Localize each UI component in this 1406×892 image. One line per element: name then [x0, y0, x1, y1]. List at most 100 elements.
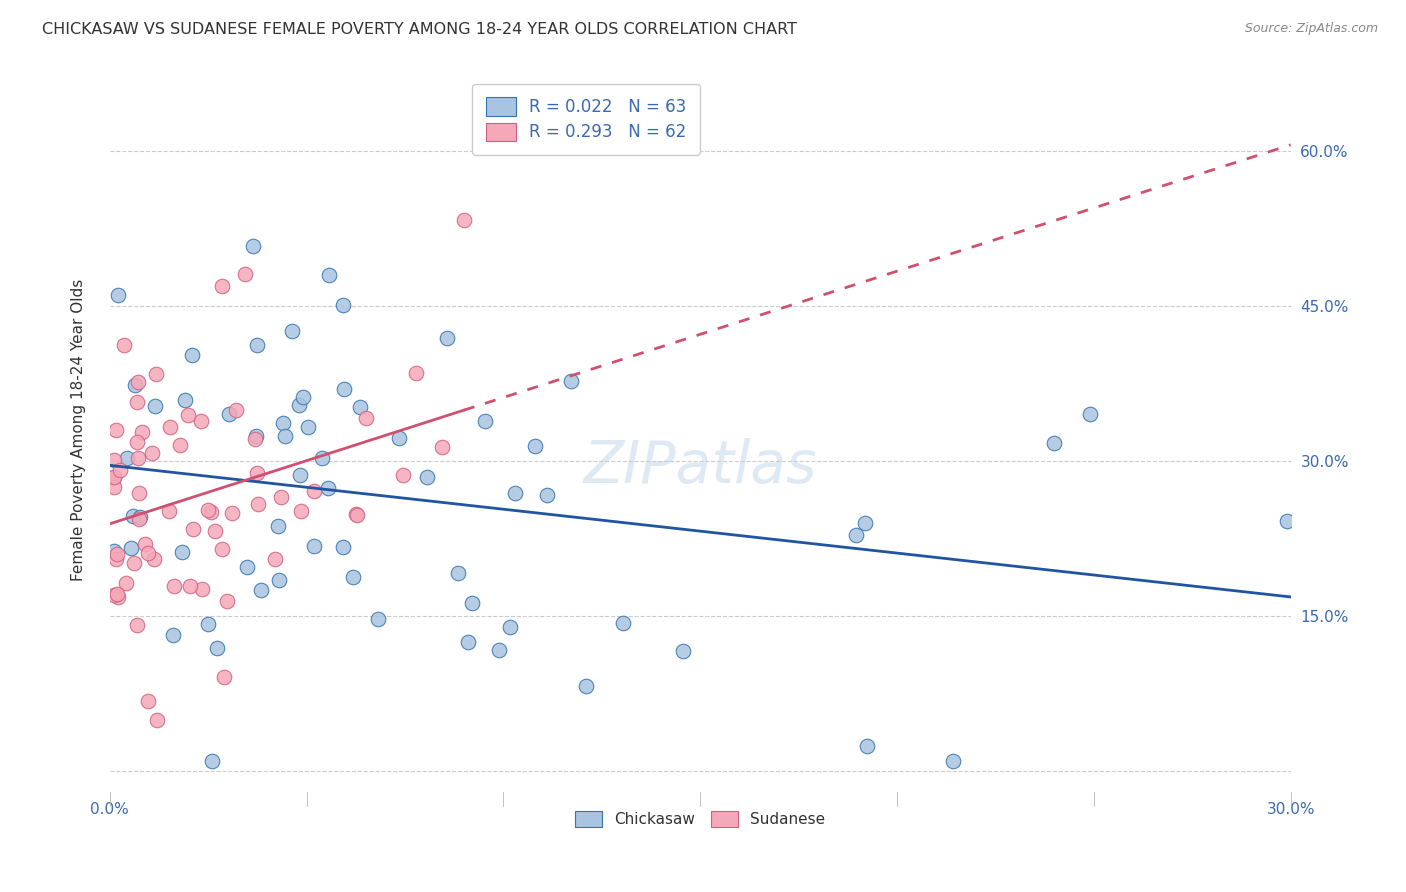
Point: [190, 414, 212, 428]
Point: [246, 467, 269, 481]
Point: [124, 377, 146, 392]
Point: [141, 446, 163, 460]
Point: [159, 420, 181, 434]
Point: [103, 480, 125, 494]
Point: [174, 393, 197, 408]
Point: [103, 452, 125, 467]
Point: [181, 522, 204, 536]
Point: [143, 400, 166, 414]
Point: [274, 429, 297, 443]
Point: [266, 519, 288, 533]
Point: [218, 407, 240, 421]
Point: [197, 616, 219, 631]
Point: [344, 508, 367, 522]
Point: [250, 582, 273, 597]
Point: [942, 754, 965, 768]
Point: [332, 540, 354, 554]
Point: [246, 497, 269, 511]
Point: [263, 552, 285, 566]
Point: [311, 450, 333, 465]
Point: [233, 268, 256, 282]
Point: [845, 527, 868, 541]
Text: CHICKASAW VS SUDANESE FEMALE POVERTY AMONG 18-24 YEAR OLDS CORRELATION CHART: CHICKASAW VS SUDANESE FEMALE POVERTY AMO…: [42, 22, 797, 37]
Point: [211, 542, 233, 557]
Text: Source: ZipAtlas.com: Source: ZipAtlas.com: [1244, 22, 1378, 36]
Point: [316, 481, 339, 495]
Legend: Chickasaw, Sudanese: Chickasaw, Sudanese: [567, 803, 834, 835]
Point: [146, 713, 169, 727]
Point: [127, 376, 149, 390]
Point: [128, 512, 150, 526]
Point: [302, 484, 325, 499]
Text: ZIPatlas: ZIPatlas: [583, 438, 817, 495]
Point: [560, 375, 582, 389]
Point: [388, 431, 411, 445]
Point: [103, 544, 125, 558]
Point: [503, 486, 526, 500]
Point: [488, 643, 510, 657]
Point: [103, 588, 125, 602]
Point: [612, 615, 634, 630]
Point: [297, 419, 319, 434]
Y-axis label: Female Poverty Among 18-24 Year Olds: Female Poverty Among 18-24 Year Olds: [72, 279, 86, 582]
Point: [177, 408, 200, 422]
Point: [103, 470, 125, 484]
Point: [288, 468, 311, 483]
Point: [236, 559, 259, 574]
Point: [333, 382, 356, 396]
Point: [270, 490, 292, 504]
Point: [430, 440, 453, 454]
Point: [105, 587, 128, 601]
Point: [215, 593, 238, 607]
Point: [200, 505, 222, 519]
Point: [200, 754, 222, 768]
Point: [205, 640, 228, 655]
Point: [107, 288, 129, 302]
Point: [245, 432, 267, 446]
Point: [354, 410, 377, 425]
Point: [436, 331, 458, 345]
Point: [197, 503, 219, 517]
Point: [536, 488, 558, 502]
Point: [157, 504, 180, 518]
Point: [142, 552, 165, 566]
Point: [267, 573, 290, 587]
Point: [346, 508, 368, 523]
Point: [302, 539, 325, 553]
Point: [447, 566, 470, 580]
Point: [136, 693, 159, 707]
Point: [163, 579, 186, 593]
Point: [122, 556, 145, 570]
Point: [211, 279, 233, 293]
Point: [125, 394, 148, 409]
Point: [415, 470, 437, 484]
Point: [115, 575, 138, 590]
Point: [115, 450, 138, 465]
Point: [1275, 515, 1298, 529]
Point: [474, 414, 496, 428]
Point: [225, 403, 247, 417]
Point: [280, 324, 302, 338]
Point: [212, 670, 235, 684]
Point: [125, 618, 148, 632]
Point: [221, 506, 243, 520]
Point: [131, 425, 153, 439]
Point: [575, 680, 598, 694]
Point: [170, 545, 193, 559]
Point: [122, 509, 145, 524]
Point: [105, 548, 128, 562]
Point: [290, 503, 312, 517]
Point: [853, 516, 876, 531]
Point: [162, 628, 184, 642]
Point: [138, 546, 160, 560]
Point: [855, 739, 877, 753]
Point: [457, 635, 479, 649]
Point: [181, 348, 204, 362]
Point: [108, 463, 131, 477]
Point: [120, 541, 142, 556]
Point: [107, 591, 129, 605]
Point: [245, 429, 267, 443]
Point: [292, 390, 315, 404]
Point: [134, 537, 156, 551]
Point: [242, 239, 264, 253]
